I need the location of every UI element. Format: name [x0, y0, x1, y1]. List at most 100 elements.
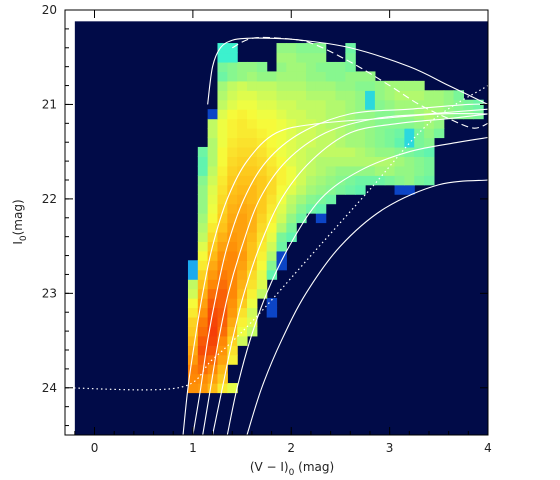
heatmap-cell	[315, 43, 327, 54]
heatmap-cell	[286, 128, 297, 139]
heatmap-cell	[315, 109, 327, 120]
heatmap-cell	[197, 354, 209, 365]
heatmap-cell	[384, 128, 396, 139]
heatmap-cell	[374, 146, 386, 157]
heatmap-cell	[286, 109, 297, 120]
heatmap-cell	[296, 203, 307, 214]
heatmap-cell	[227, 250, 238, 261]
heatmap-cell	[306, 43, 317, 54]
heatmap-cell	[246, 269, 258, 280]
heatmap-cell	[237, 61, 248, 72]
y-tick-label: 22	[42, 192, 57, 206]
heatmap-cell	[256, 279, 268, 290]
heatmap-cell	[424, 137, 435, 148]
heatmap-cell	[276, 90, 287, 101]
heatmap-cell	[286, 137, 297, 148]
heatmap-cell	[207, 298, 219, 309]
heatmap-cell	[246, 279, 258, 290]
heatmap-cell	[237, 184, 248, 195]
heatmap-cell	[197, 269, 209, 280]
heatmap-cell	[197, 241, 209, 252]
heatmap-cell	[187, 383, 199, 394]
heatmap-cell	[276, 184, 287, 195]
heatmap-cell	[256, 137, 268, 148]
heatmap-cell	[276, 109, 287, 120]
heatmap-cell	[306, 90, 317, 101]
heatmap-cell	[256, 260, 268, 271]
heatmap-cell	[325, 61, 337, 72]
heatmap-cell	[306, 80, 317, 91]
heatmap-cell	[345, 156, 356, 167]
heatmap-cell	[246, 307, 258, 318]
heatmap-cell	[217, 326, 228, 337]
heatmap-cell	[335, 80, 346, 91]
heatmap-cell	[256, 146, 268, 157]
heatmap-cell	[266, 71, 278, 82]
heatmap-cell	[227, 213, 238, 224]
heatmap-cell	[256, 118, 268, 129]
heatmap-cell	[315, 203, 327, 214]
heatmap-cell	[207, 109, 219, 120]
heatmap-cell	[355, 99, 366, 110]
heatmap-cell	[365, 175, 376, 186]
heatmap-cell	[345, 137, 356, 148]
heatmap-cell	[207, 345, 219, 356]
heatmap-cell	[217, 364, 228, 375]
heatmap-cell	[207, 175, 219, 186]
heatmap-cell	[246, 71, 258, 82]
heatmap-cell	[207, 354, 219, 365]
heatmap-cell	[365, 99, 376, 110]
y-axis-title: I0(mag)	[11, 199, 29, 244]
heatmap-cell	[384, 90, 396, 101]
heatmap-cell	[414, 99, 425, 110]
y-tick-label: 21	[42, 97, 57, 111]
heatmap-cell	[345, 71, 356, 82]
heatmap-cell	[374, 128, 386, 139]
heatmap-cell	[443, 99, 455, 110]
heatmap-cell	[394, 128, 405, 139]
heatmap-cell	[227, 194, 238, 205]
heatmap-cell	[227, 137, 238, 148]
heatmap-cell	[365, 71, 376, 82]
heatmap-cell	[227, 288, 238, 299]
heatmap-cell	[276, 213, 287, 224]
heatmap-cell	[246, 222, 258, 233]
heatmap-cell	[355, 109, 366, 120]
heatmap-cell	[345, 175, 356, 186]
heatmap-cell	[325, 118, 337, 129]
dotted-curve	[65, 85, 488, 391]
heatmap-cell	[246, 128, 258, 139]
heatmap-cell	[355, 80, 366, 91]
heatmap-cell	[227, 80, 238, 91]
heatmap-cell	[227, 71, 238, 82]
heatmap-cell	[217, 156, 228, 167]
heatmap-cell	[197, 222, 209, 233]
heatmap-cell	[237, 71, 248, 82]
solid-curve	[207, 37, 488, 105]
heatmap-cell	[237, 109, 248, 120]
heatmap-cell	[207, 250, 219, 261]
heatmap-cell	[286, 43, 297, 54]
heatmap-cell	[227, 156, 238, 167]
heatmap-cell	[345, 165, 356, 176]
heatmap-cell	[187, 354, 199, 365]
heatmap-cell	[207, 383, 219, 394]
heatmap-cell	[335, 90, 346, 101]
heatmap-cell	[414, 137, 425, 148]
heatmap-cell	[237, 80, 248, 91]
heatmap-cell	[217, 335, 228, 346]
heatmap-cell	[384, 109, 396, 120]
heatmap-cell	[217, 184, 228, 195]
heatmap-cell	[237, 326, 248, 337]
heatmap-cell	[374, 109, 386, 120]
heatmap-cell	[306, 175, 317, 186]
heatmap-cell	[256, 213, 268, 224]
solid-curve	[246, 179, 488, 435]
heatmap-cell	[335, 175, 346, 186]
x-tick-label: 4	[484, 441, 492, 455]
heatmap-cell	[266, 109, 278, 120]
heatmap-cell	[355, 175, 366, 186]
heatmap-cell	[237, 203, 248, 214]
heatmap-cell	[266, 128, 278, 139]
heatmap-cell	[207, 335, 219, 346]
